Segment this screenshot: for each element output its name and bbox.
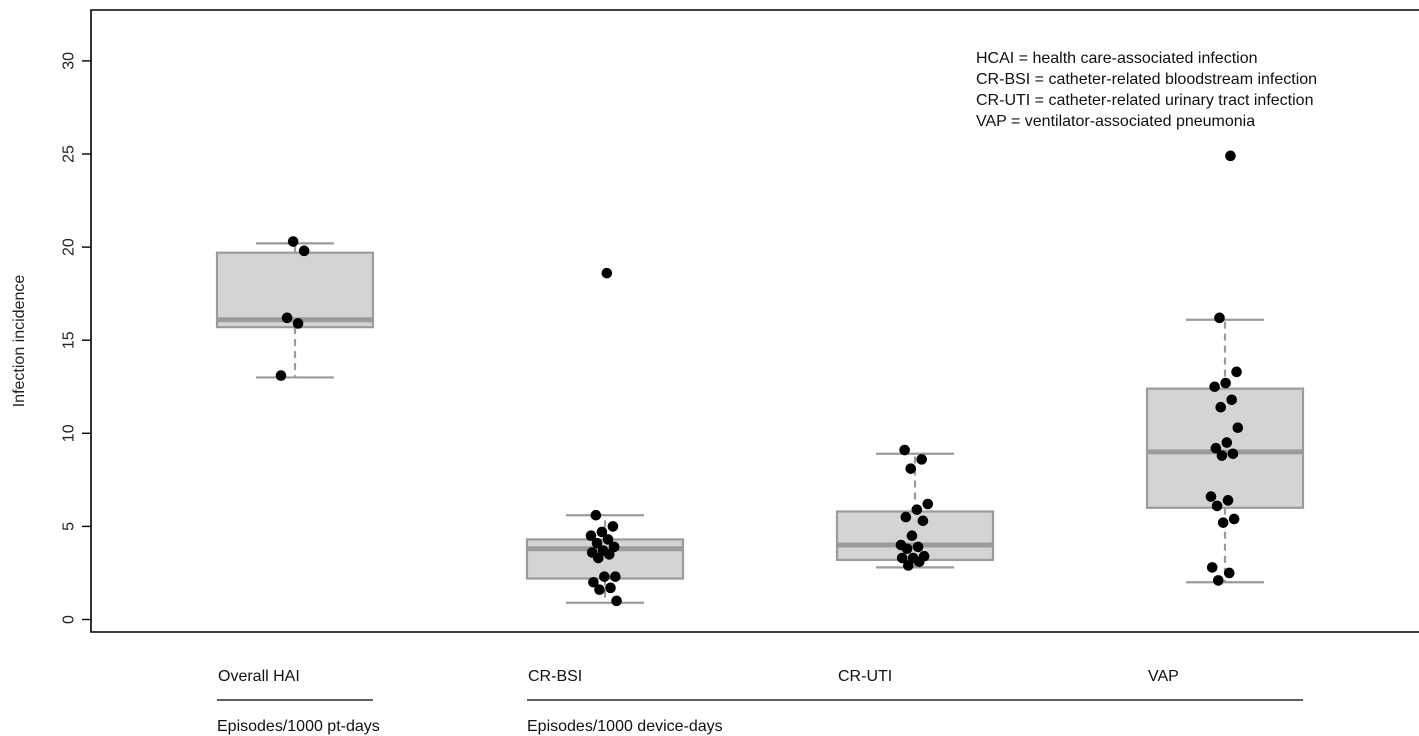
legend-entry: CR-UTI = catheter-related urinary tract … xyxy=(976,92,1313,109)
y-tick-label: 15 xyxy=(61,331,78,349)
y-tick-label: 30 xyxy=(61,52,78,70)
data-point xyxy=(601,267,613,279)
data-point xyxy=(896,552,908,564)
data-point xyxy=(292,318,304,329)
category-label: VAP xyxy=(1148,668,1179,685)
box-vap xyxy=(1145,150,1305,586)
data-point xyxy=(1205,491,1217,502)
y-tick-label: 0 xyxy=(61,615,78,624)
data-point xyxy=(1231,366,1242,378)
y-axis: 0 5 10 15 20 25 30 xyxy=(61,52,91,624)
data-point xyxy=(298,245,310,257)
data-point xyxy=(603,549,615,560)
data-point xyxy=(900,511,912,523)
category-label: CR-BSI xyxy=(528,668,582,685)
data-point xyxy=(1214,312,1225,324)
y-axis-label: Infection incidence xyxy=(11,275,28,408)
data-point xyxy=(1211,500,1223,512)
data-point xyxy=(1222,495,1234,506)
plot-area xyxy=(90,9,1419,633)
data-point xyxy=(287,236,299,247)
legend: HCAI = health care-associated infection C… xyxy=(976,50,1317,130)
group-label: Episodes/1000 pt-days xyxy=(217,718,380,735)
data-point xyxy=(1217,517,1229,528)
data-point xyxy=(905,463,917,474)
data-point xyxy=(899,444,910,456)
data-point xyxy=(594,584,605,596)
legend-entry: CR-BSI = catheter-related bloodstream in… xyxy=(976,71,1317,88)
data-point xyxy=(912,541,924,553)
data-point xyxy=(599,571,610,582)
y-tick-label: 5 xyxy=(61,522,78,531)
data-point xyxy=(1225,150,1236,162)
data-point xyxy=(1221,437,1233,448)
data-point xyxy=(275,370,287,381)
data-point xyxy=(1223,567,1235,579)
plot-frame xyxy=(90,9,1419,633)
data-point xyxy=(1228,513,1240,525)
data-point xyxy=(906,530,918,542)
data-point xyxy=(916,454,927,465)
data-point xyxy=(585,530,597,542)
y-tick-label: 10 xyxy=(61,424,78,442)
data-point xyxy=(1220,377,1231,389)
data-point xyxy=(281,312,293,324)
data-point xyxy=(911,504,923,515)
y-tick-label: 25 xyxy=(61,145,78,163)
data-point xyxy=(913,556,925,568)
data-point xyxy=(607,521,619,532)
box-overall-hai xyxy=(215,236,375,381)
data-point xyxy=(901,543,913,555)
data-point xyxy=(903,560,914,571)
data-point xyxy=(1209,381,1220,393)
data-point xyxy=(593,552,604,564)
data-point xyxy=(588,576,599,588)
data-point xyxy=(591,537,603,549)
data-point xyxy=(596,526,608,538)
data-point xyxy=(1206,562,1218,573)
data-point xyxy=(1213,575,1224,586)
data-point xyxy=(605,582,616,594)
data-point xyxy=(610,571,621,582)
data-point xyxy=(590,509,602,521)
group-label: Episodes/1000 device-days xyxy=(527,718,723,735)
x-axis-labels: Overall HAI CR-BSI CR-UTI VAP Episodes/1000 … xyxy=(217,668,1303,735)
category-label: Overall HAI xyxy=(218,668,300,685)
data-point xyxy=(1216,450,1228,461)
data-point xyxy=(1226,394,1237,406)
data-point xyxy=(602,534,614,545)
data-point xyxy=(1232,422,1244,434)
data-point xyxy=(1210,442,1222,454)
data-point xyxy=(611,595,622,607)
box-cr-bsi xyxy=(525,267,685,607)
y-tick-label: 20 xyxy=(61,238,78,256)
data-point xyxy=(917,515,929,527)
legend-entry: VAP = ventilator-associated pneumonia xyxy=(976,113,1255,130)
data-point xyxy=(922,498,934,510)
box-iqr xyxy=(215,251,375,329)
data-point xyxy=(1227,448,1239,460)
legend-entry: HCAI = health care-associated infection xyxy=(976,50,1257,67)
box-cr-uti xyxy=(835,444,995,571)
category-label: CR-UTI xyxy=(838,668,892,685)
data-point xyxy=(1215,401,1227,413)
